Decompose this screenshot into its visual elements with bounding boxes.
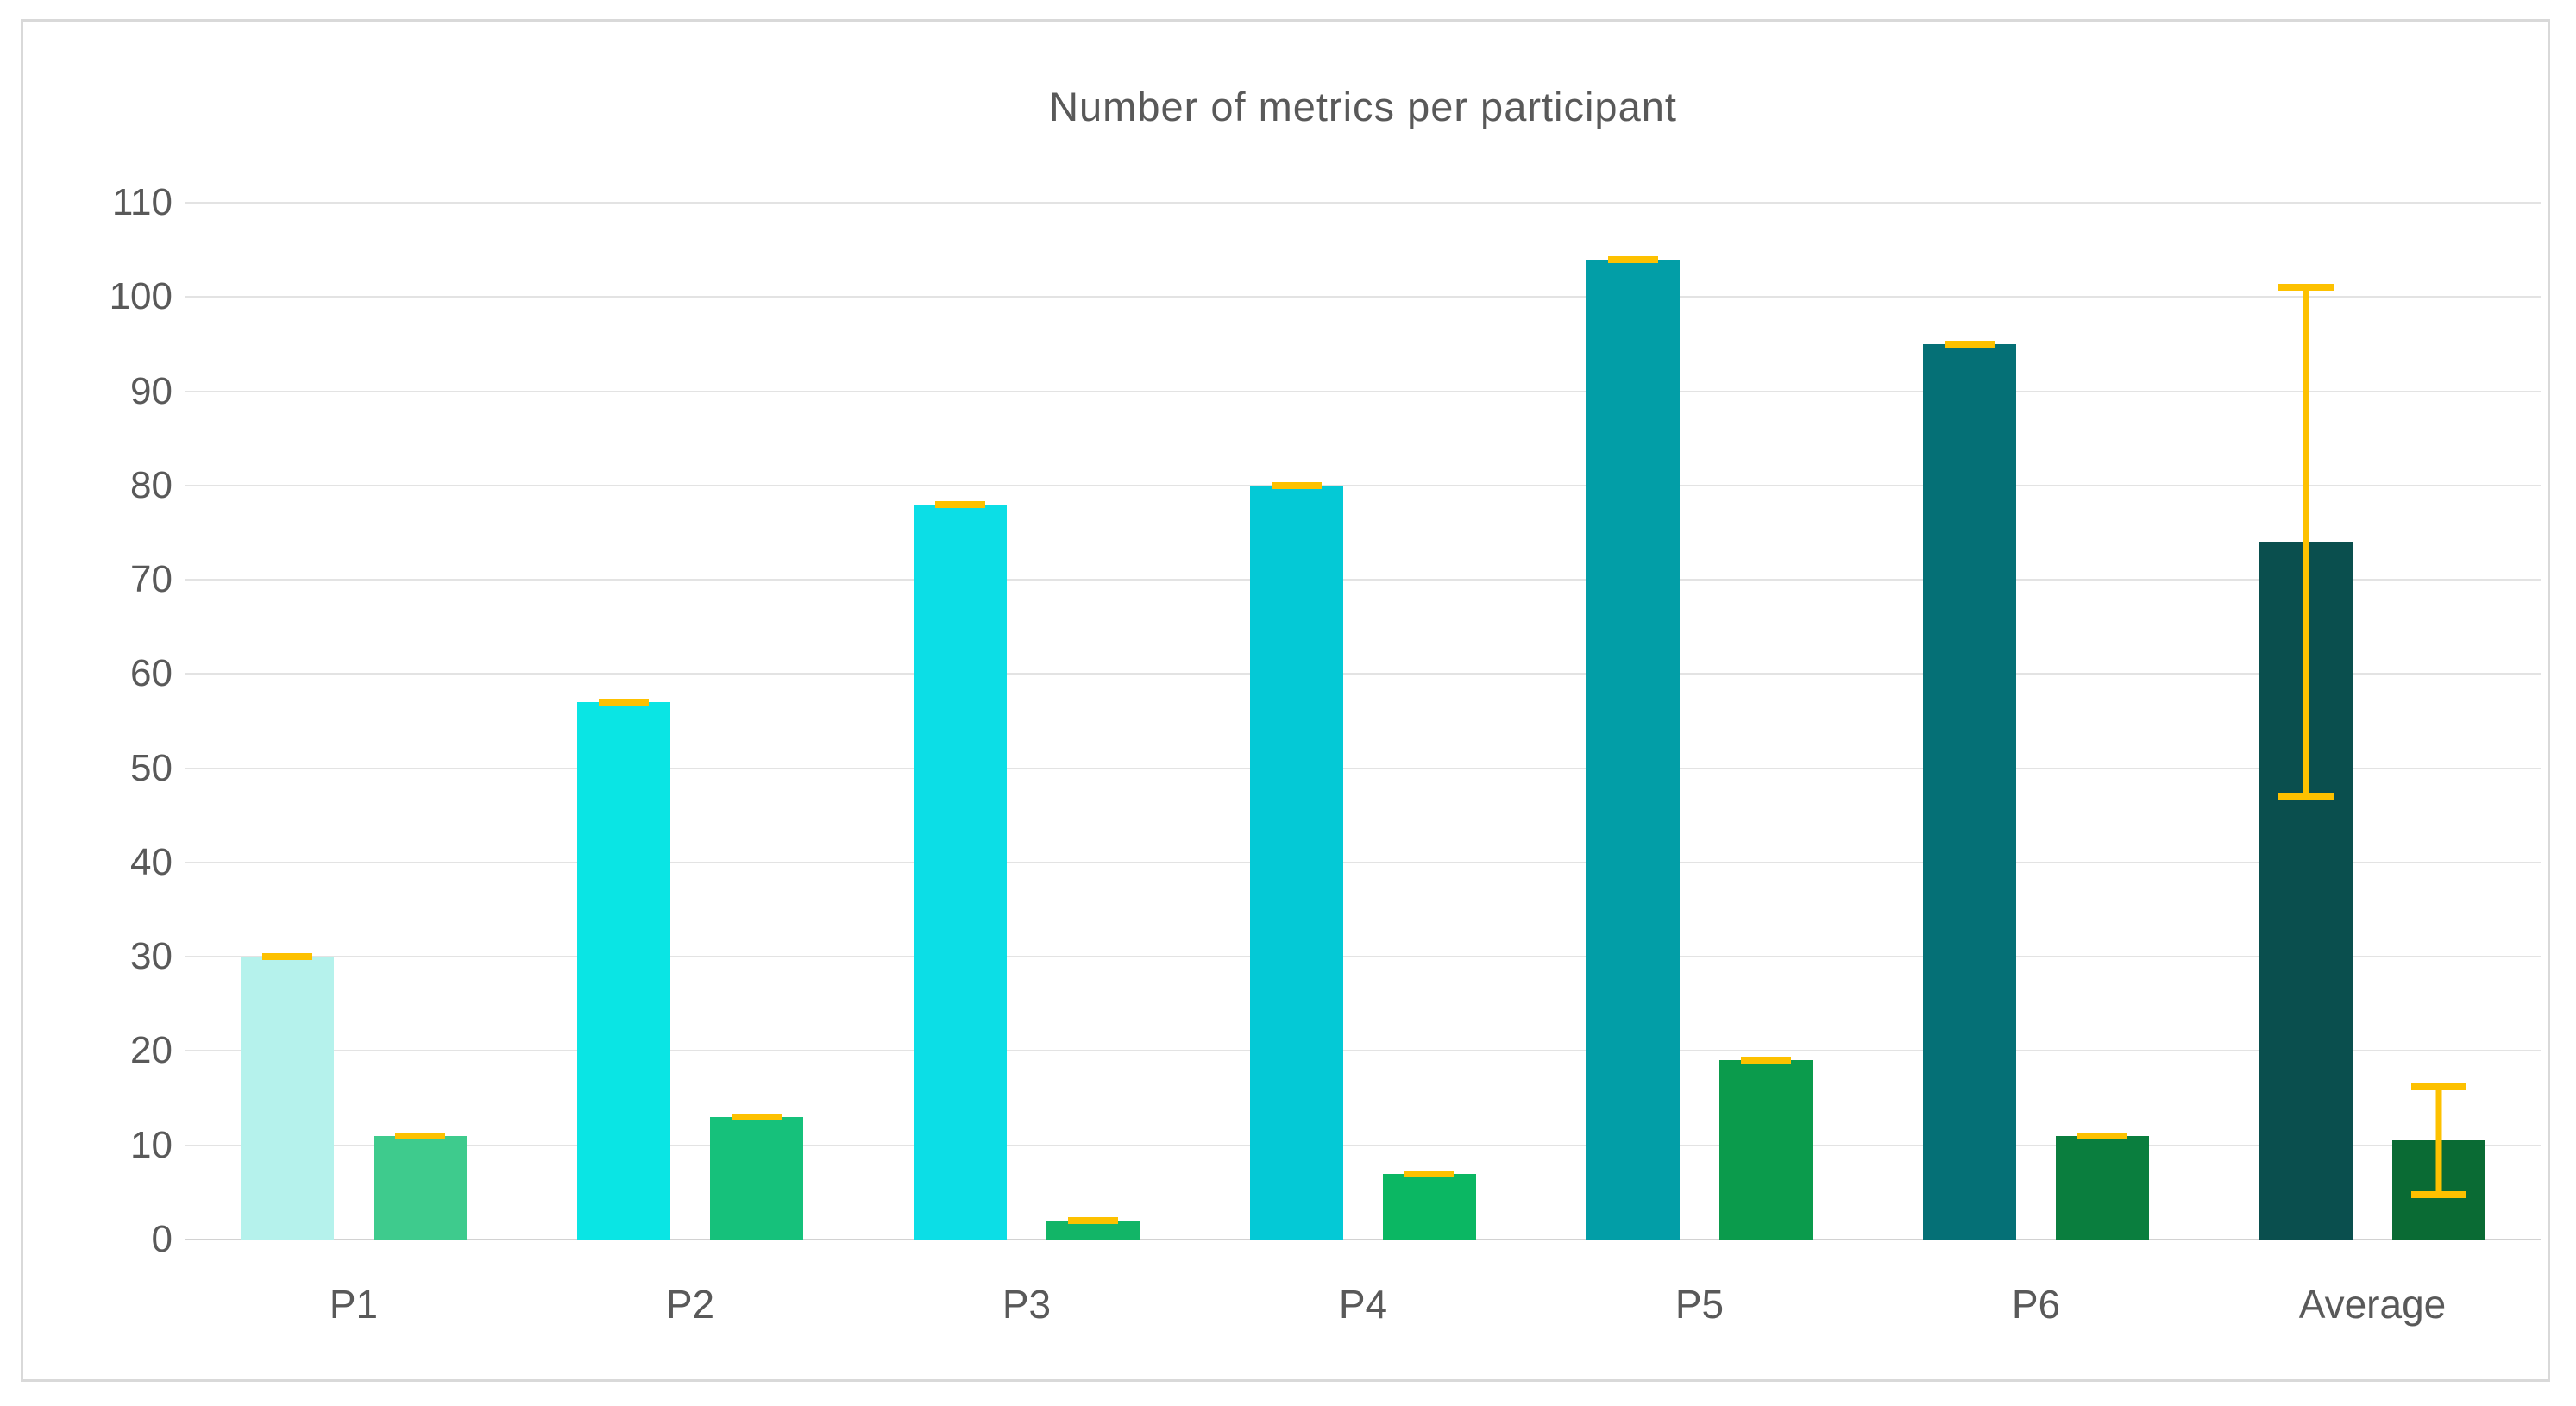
- error-bar-cap-top: [2278, 284, 2334, 292]
- bar-slot: [241, 203, 334, 1240]
- error-bar-cap-top: [1068, 1217, 1118, 1225]
- y-tick-label: 110: [111, 181, 173, 223]
- category-group-p1: P1: [185, 203, 522, 1327]
- error-bar-line: [2303, 287, 2309, 797]
- y-tick-label: 70: [130, 558, 173, 601]
- bar-p2-series2: [710, 1116, 803, 1240]
- error-bar-cap-top: [935, 500, 985, 508]
- category-group-average: Average: [2204, 203, 2541, 1327]
- error-bar-line: [2435, 1087, 2442, 1195]
- gridline: [185, 202, 2541, 204]
- error-bar-cap-top: [2077, 1132, 2127, 1139]
- bar-p1-series1: [241, 957, 334, 1240]
- error-bar-cap-top: [599, 699, 649, 706]
- gridline: [185, 1144, 2541, 1146]
- bar-slot: [2056, 203, 2149, 1240]
- bar-p1-series2: [374, 1135, 467, 1240]
- bar-p6-series2: [2056, 1135, 2149, 1240]
- bar-slot: [1719, 203, 1813, 1240]
- y-tick-label: 90: [130, 369, 173, 412]
- bar-slot: [1586, 203, 1680, 1240]
- x-axis-label-p4: P4: [1338, 1282, 1388, 1327]
- gridline: [185, 673, 2541, 675]
- x-axis-label-p3: P3: [1002, 1282, 1052, 1327]
- chart-title: Number of metrics per participant: [1049, 84, 1677, 129]
- error-bar-cap-top: [732, 1113, 782, 1120]
- y-tick-label: 30: [130, 935, 173, 978]
- gridline: [185, 861, 2541, 863]
- bar-slot: [1046, 203, 1140, 1240]
- error-bar-cap-top: [1272, 481, 1322, 489]
- bar-slot: [914, 203, 1007, 1240]
- error-bar-cap-bottom: [2278, 793, 2334, 800]
- y-tick-label: 80: [130, 463, 173, 506]
- y-tick-label: 100: [109, 275, 173, 318]
- error-bar-cap-top: [395, 1132, 445, 1139]
- bar-p5-series2: [1719, 1060, 1813, 1240]
- bar-slot: [2259, 203, 2353, 1240]
- gridline: [185, 1050, 2541, 1052]
- bar-p3-series1: [914, 504, 1007, 1240]
- bar-slot: [710, 203, 803, 1240]
- y-tick-label: 10: [130, 1123, 173, 1166]
- bar-slot: [1250, 203, 1343, 1240]
- y-tick-label: 20: [130, 1029, 173, 1072]
- gridline: [185, 296, 2541, 298]
- y-tick-label: 0: [151, 1218, 173, 1260]
- y-tick-label: 40: [130, 840, 173, 883]
- error-bar-cap-top: [1404, 1170, 1454, 1177]
- bar-p3-series2: [1046, 1221, 1140, 1240]
- category-group-p3: P3: [858, 203, 1195, 1327]
- error-bar-cap-top: [1741, 1057, 1791, 1064]
- x-axis-line: [185, 1239, 2541, 1240]
- category-group-p2: P2: [522, 203, 858, 1327]
- bar-slot: [2392, 203, 2485, 1240]
- error-bar-cap-top: [1945, 340, 1995, 348]
- error-bar-cap-top: [262, 953, 312, 961]
- gridline: [185, 767, 2541, 769]
- bar-groups: P1 P2 P3 P4 P5 P6 Average: [185, 203, 2541, 1327]
- error-bar-cap-top: [2411, 1083, 2466, 1090]
- bar-p6-series1: [1923, 343, 2016, 1240]
- error-bar-cap-top: [1608, 255, 1658, 263]
- category-group-p5: P5: [1531, 203, 1868, 1327]
- bar-p5-series1: [1586, 259, 1680, 1240]
- bar-slot: [577, 203, 670, 1240]
- bar-p4-series2: [1383, 1173, 1476, 1240]
- bar-slot: [1383, 203, 1476, 1240]
- x-axis-label-p5: P5: [1674, 1282, 1725, 1327]
- plot-area: P1 P2 P3 P4 P5 P6 Average: [185, 202, 2541, 1327]
- y-tick-label: 50: [130, 746, 173, 789]
- x-axis-label-p6: P6: [2011, 1282, 2061, 1327]
- bar-p4-series1: [1250, 485, 1343, 1240]
- x-axis-label-average: Average: [2298, 1282, 2447, 1327]
- bar-slot: [374, 203, 467, 1240]
- category-group-p6: P6: [1868, 203, 2204, 1327]
- x-axis-label-p2: P2: [665, 1282, 715, 1327]
- category-group-p4: P4: [1195, 203, 1531, 1327]
- gridline: [185, 956, 2541, 958]
- bar-p2-series1: [577, 702, 670, 1240]
- gridline: [185, 390, 2541, 392]
- gridline: [185, 484, 2541, 486]
- gridline: [185, 579, 2541, 581]
- bar-slot: [1923, 203, 2016, 1240]
- x-axis-label-p1: P1: [329, 1282, 379, 1327]
- y-tick-label: 60: [130, 652, 173, 695]
- error-bar-cap-bottom: [2411, 1190, 2466, 1198]
